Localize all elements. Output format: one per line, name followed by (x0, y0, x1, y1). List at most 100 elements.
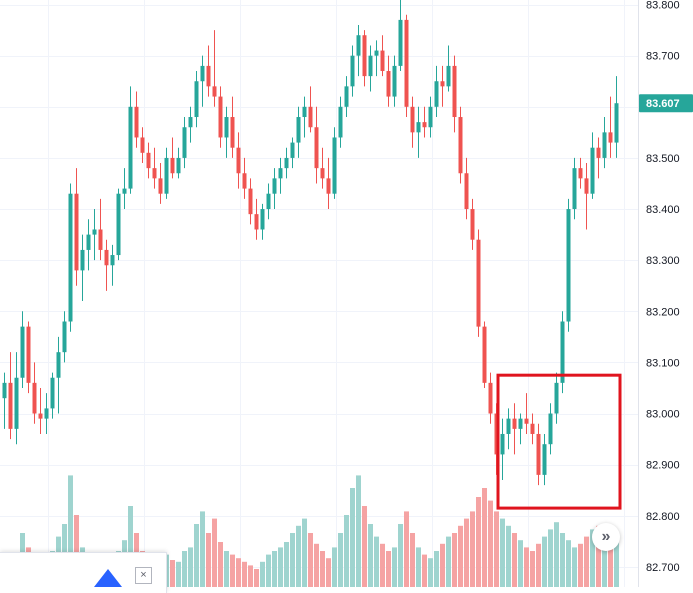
volume-bar (212, 518, 217, 587)
candle-body (464, 173, 469, 210)
volume-bar (266, 554, 271, 587)
candle-body (554, 382, 559, 414)
candle-body (398, 19, 403, 66)
candle-body (68, 193, 73, 322)
candle-body (254, 214, 259, 230)
price-tick-label: 82.700 (646, 562, 680, 574)
candle-body (278, 168, 283, 179)
volume-bar (596, 525, 601, 587)
candle-body (608, 132, 613, 143)
volume-bars (2, 475, 619, 587)
candle-body (164, 157, 169, 194)
candle-body (500, 433, 505, 455)
candle-body (614, 103, 619, 143)
price-tick-label: 82.900 (646, 460, 680, 472)
candle-body (452, 65, 457, 118)
candle-body (140, 137, 145, 153)
candle-body (596, 147, 601, 158)
volume-bar (284, 542, 289, 587)
candle-body (566, 209, 571, 322)
candle-body (104, 249, 109, 266)
volume-bar (560, 533, 565, 587)
volume-bar (176, 561, 181, 587)
candle-body (2, 382, 7, 399)
candle-body (458, 117, 463, 174)
candle-body (308, 106, 313, 128)
candle-body (212, 86, 217, 97)
candle-body (158, 178, 163, 194)
price-tick-label: 83.700 (646, 51, 680, 63)
volume-bar (404, 511, 409, 587)
candle-body (482, 326, 487, 383)
volume-bar (578, 543, 583, 587)
volume-bar (236, 558, 241, 587)
candle-body (542, 444, 547, 475)
candle-body (26, 326, 31, 383)
volume-bar (608, 540, 613, 587)
volume-bar (272, 551, 277, 587)
candle-body (38, 413, 43, 419)
candle-body (386, 71, 391, 97)
candle-body (182, 127, 187, 158)
candle-body (200, 65, 205, 82)
candle-body (326, 178, 331, 194)
last-price-label: 83.607 (646, 98, 680, 110)
candle-body (56, 352, 61, 378)
candle-body (14, 377, 19, 429)
annotation-layer[interactable] (496, 373, 622, 510)
candle-body (170, 157, 175, 174)
volume-bar (194, 524, 199, 587)
candle-body (368, 55, 373, 77)
candle-body (434, 81, 439, 107)
candle-body (392, 65, 397, 97)
candle-body (92, 229, 97, 235)
volume-bar (344, 515, 349, 587)
candle-body (224, 117, 229, 138)
volume-bar (74, 515, 79, 587)
volume-bar (260, 561, 265, 587)
candle-body (116, 193, 121, 256)
volume-bar (68, 475, 73, 587)
volume-bar (440, 543, 445, 587)
volume-bar (410, 533, 415, 587)
volume-bar (542, 536, 547, 587)
volume-bar (170, 560, 175, 587)
candle-body (206, 65, 211, 87)
volume-bar (614, 533, 619, 587)
price-axis[interactable]: 83.80083.70083.60083.50083.40083.30083.2… (638, 0, 693, 587)
volume-bar (218, 542, 223, 587)
close-button[interactable]: × (135, 567, 152, 584)
volume-bar (458, 525, 463, 587)
candle-body (8, 382, 13, 429)
volume-bar (428, 558, 433, 587)
candle-body (98, 229, 103, 250)
volume-bar (524, 547, 529, 587)
candle-body (584, 178, 589, 194)
volume-bar (566, 540, 571, 587)
price-tick-label: 83.200 (646, 306, 680, 318)
price-tick-label: 83.000 (646, 409, 680, 421)
volume-bar (476, 497, 481, 587)
volume-bar (416, 547, 421, 587)
volume-bar (302, 518, 307, 587)
candle-body (470, 209, 475, 240)
volume-bar (380, 543, 385, 587)
volume-bar (278, 547, 283, 587)
candle-body (176, 157, 181, 174)
scroll-to-realtime-button[interactable]: » (592, 523, 620, 551)
volume-bar (230, 554, 235, 587)
candle-body (284, 157, 289, 169)
volume-bar (320, 551, 325, 587)
candle-body (128, 106, 133, 189)
highlight-rectangle (496, 373, 622, 510)
bottom-widget-panel: × (0, 552, 167, 593)
volume-bar (362, 506, 367, 587)
candle-body (530, 423, 535, 434)
candle-body (338, 106, 343, 138)
price-tick-label: 83.300 (646, 255, 680, 267)
candle-body (512, 418, 517, 429)
candle-body (20, 326, 25, 378)
candle-body (422, 122, 427, 128)
